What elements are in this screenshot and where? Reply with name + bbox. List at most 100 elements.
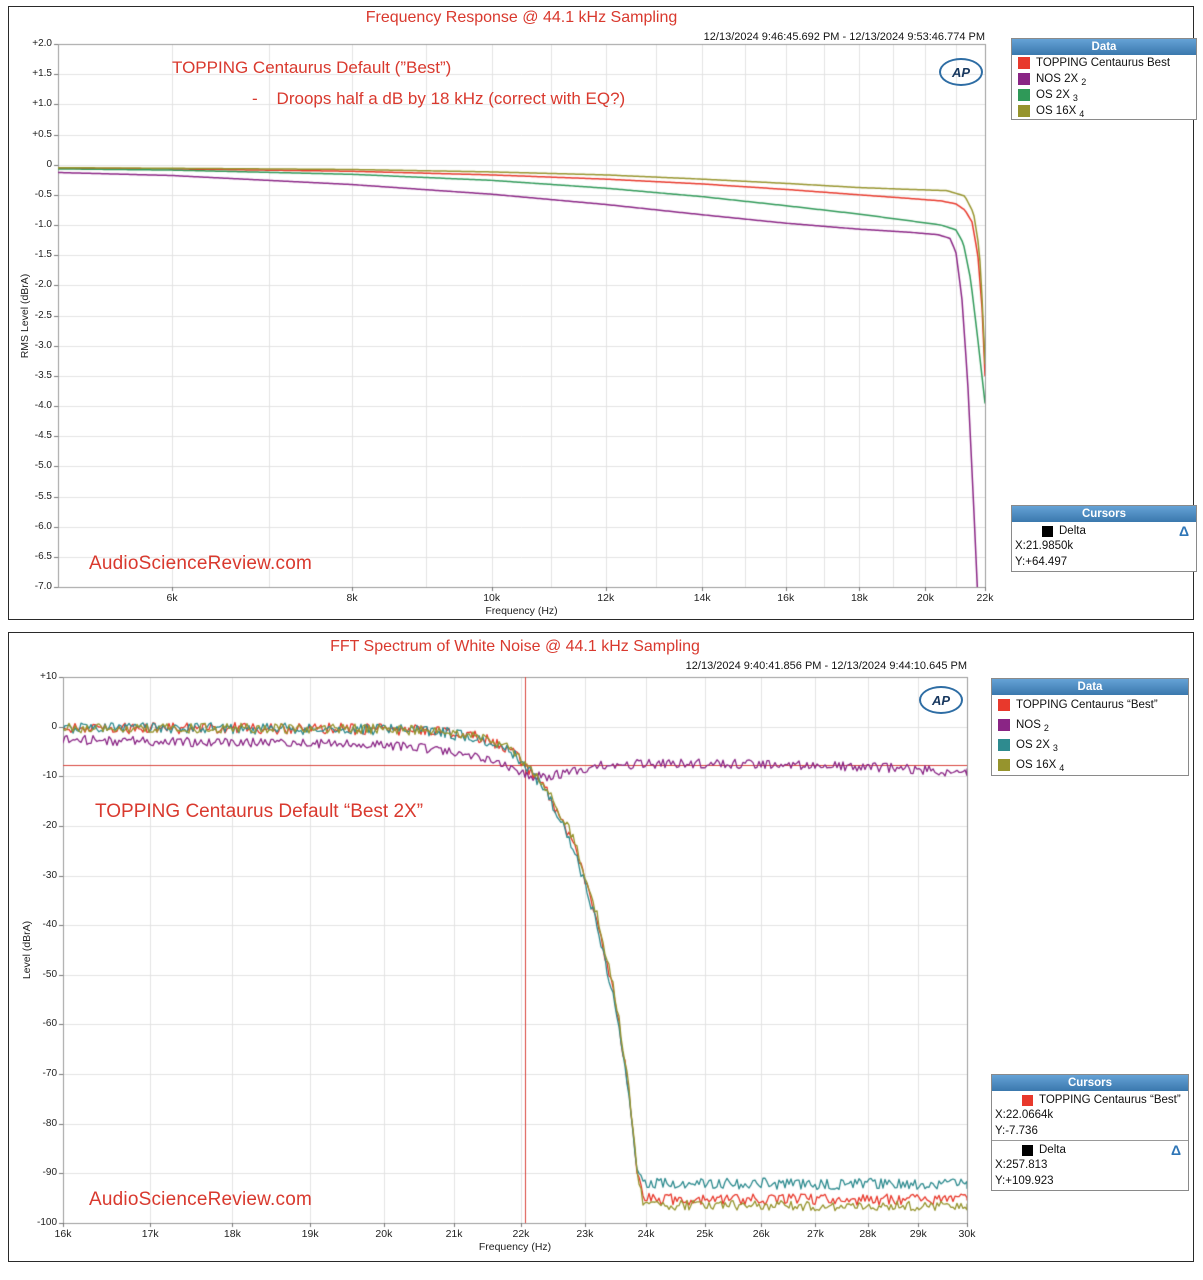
chart-annotation: TOPPING Centaurus Default “Best 2X” (95, 801, 424, 822)
legend-swatch-icon (998, 739, 1010, 751)
y-tick-label: +1.5 (32, 68, 52, 80)
y-tick-label: -90 (42, 1167, 57, 1179)
cursor-y-readout: Y:-7.736 (995, 1125, 1038, 1137)
x-tick-label: 18k (223, 1228, 241, 1240)
legend-swatch-icon (998, 699, 1010, 711)
cursor-item-label: Delta (1039, 1144, 1066, 1156)
y-tick-label: -3.0 (34, 339, 52, 351)
y-tick-label: 0 (51, 720, 57, 732)
delta-icon[interactable]: Δ (1178, 523, 1189, 539)
x-tick-label: 17k (141, 1228, 159, 1240)
legend-swatch-icon (1018, 73, 1030, 85)
legend-item-label: TOPPING Centaurus Best (1036, 57, 1171, 69)
y-tick-label: -70 (42, 1068, 57, 1080)
x-tick-label: 20k (375, 1228, 393, 1240)
legend-subscript: 4 (1059, 763, 1065, 773)
x-tick-label: 22k (976, 592, 994, 604)
y-tick-label: +10 (40, 671, 57, 682)
legend-subscript: 3 (1052, 743, 1058, 753)
chart-timestamp: 12/13/2024 9:46:45.692 PM - 12/13/2024 9… (703, 31, 985, 43)
legend-swatch-icon (1018, 89, 1030, 101)
cursor-item[interactable]: Delta Δ (992, 1141, 1188, 1158)
y-tick-label: -50 (42, 968, 57, 980)
legend-swatch-icon (998, 719, 1010, 731)
ap-logo-icon: AP (919, 686, 963, 714)
legend-item[interactable]: OS 2X 3 (1012, 87, 1196, 103)
chart-annotation: TOPPING Centaurus Default (”Best”) (172, 58, 452, 77)
legend-item-label: OS 2X (1036, 89, 1070, 101)
y-tick-label: -2.5 (34, 309, 52, 321)
x-tick-label: 21k (445, 1228, 463, 1240)
legend-subscript: 4 (1079, 109, 1085, 119)
legend-item-label: OS 2X (1016, 739, 1050, 751)
chart-timestamp: 12/13/2024 9:40:41.856 PM - 12/13/2024 9… (685, 660, 967, 672)
legend-subscript: 3 (1072, 93, 1078, 103)
legend-item[interactable]: TOPPING Centaurus “Best” (992, 695, 1188, 715)
legend-item-label: NOS 2X (1036, 73, 1079, 85)
x-tick-label: 24k (637, 1228, 655, 1240)
cursor-item[interactable]: TOPPING Centaurus “Best” (992, 1091, 1188, 1108)
cursors-panel: Cursors Delta Δ X:21.9850k Y:+64.497 (1011, 505, 1197, 572)
cursor-x-readout: X:21.9850k (1015, 540, 1074, 552)
chart-title: FFT Spectrum of White Noise @ 44.1 kHz S… (330, 638, 700, 655)
cursors-header: Cursors (1012, 506, 1196, 522)
y-tick-label: -100 (36, 1217, 57, 1228)
y-tick-label: -6.5 (34, 550, 52, 562)
x-tick-label: 22k (512, 1228, 530, 1240)
cursor-x-readout: X:22.0664k (995, 1109, 1054, 1121)
cursor-item-label: TOPPING Centaurus “Best” (1039, 1094, 1181, 1106)
x-tick-label: 16k (54, 1228, 72, 1240)
y-tick-label: -7.0 (34, 581, 52, 592)
y-tick-label: +2.0 (32, 38, 52, 49)
y-tick-label: -20 (42, 819, 57, 831)
ap-logo-icon: AP (939, 58, 983, 86)
x-tick-label: 20k (916, 592, 934, 604)
y-tick-label: -1.5 (34, 249, 52, 261)
x-tick-label: 28k (859, 1228, 877, 1240)
y-tick-label: +0.5 (32, 128, 52, 140)
y-tick-label: -2.0 (34, 279, 52, 291)
delta-icon[interactable]: Δ (1170, 1142, 1181, 1158)
legend-item-label: TOPPING Centaurus “Best” (1016, 699, 1158, 711)
legend-swatch-icon (1018, 57, 1030, 69)
x-axis-label: Frequency (Hz) (478, 1241, 552, 1253)
legend-item[interactable]: OS 2X 3 (992, 735, 1188, 755)
y-tick-label: -1.0 (34, 219, 52, 230)
x-tick-label: 12k (597, 592, 615, 604)
y-tick-label: -80 (42, 1117, 57, 1129)
legend-item[interactable]: NOS 2 (992, 715, 1188, 735)
y-tick-label: -40 (42, 919, 57, 931)
chart-annotation: - Droops half a dB by 18 kHz (correct wi… (252, 89, 626, 108)
y-axis-label: RMS Level (dBrA) (19, 273, 31, 358)
y-axis-label: Level (dBrA) (21, 920, 33, 980)
data-legend-panel: Data TOPPING Centaurus “Best” NOS 2 OS 2X 3 OS… (991, 678, 1189, 776)
watermark: AudioScienceReview.com (89, 553, 313, 574)
x-tick-label: 29k (909, 1228, 927, 1240)
x-tick-label: 10k (483, 592, 501, 604)
cursor-group: TOPPING Centaurus “Best” X:22.0664k Y:-7.7… (992, 1091, 1188, 1140)
legend-item[interactable]: TOPPING Centaurus Best (1012, 55, 1196, 71)
x-axis-label: Frequency (Hz) (485, 605, 558, 617)
y-tick-label: -6.0 (34, 520, 52, 532)
y-tick-label: -0.5 (34, 188, 52, 200)
frequency-response-chart-panel: Frequency Response @ 44.1 kHz Sampling 1… (8, 6, 1197, 620)
legend-item[interactable]: NOS 2X 2 (1012, 71, 1196, 87)
legend-subscript: 2 (1043, 723, 1049, 733)
y-tick-label: -3.5 (34, 369, 52, 381)
cursor-x-readout: X:257.813 (995, 1159, 1048, 1171)
y-tick-label: -4.5 (34, 430, 52, 442)
watermark: AudioScienceReview.com (89, 1189, 313, 1210)
chart-title: Frequency Response @ 44.1 kHz Sampling (365, 9, 678, 26)
x-tick-label: 6k (166, 592, 178, 604)
legend-swatch-icon (998, 759, 1010, 771)
fft-spectrum-chart-panel: FFT Spectrum of White Noise @ 44.1 kHz S… (8, 632, 1194, 1262)
legend-item[interactable]: OS 16X 4 (992, 755, 1188, 775)
cursor-swatch-icon (1022, 1144, 1033, 1156)
cursor-swatch-icon (1042, 525, 1053, 537)
legend-item[interactable]: OS 16X 4 (1012, 103, 1196, 119)
cursor-y-readout: Y:+109.923 (995, 1175, 1054, 1187)
legend-item-label: OS 16X (1036, 105, 1077, 117)
x-tick-label: 14k (693, 592, 711, 604)
cursor-item[interactable]: Delta Δ (1012, 522, 1196, 539)
cursor-swatch-icon (1022, 1094, 1033, 1106)
